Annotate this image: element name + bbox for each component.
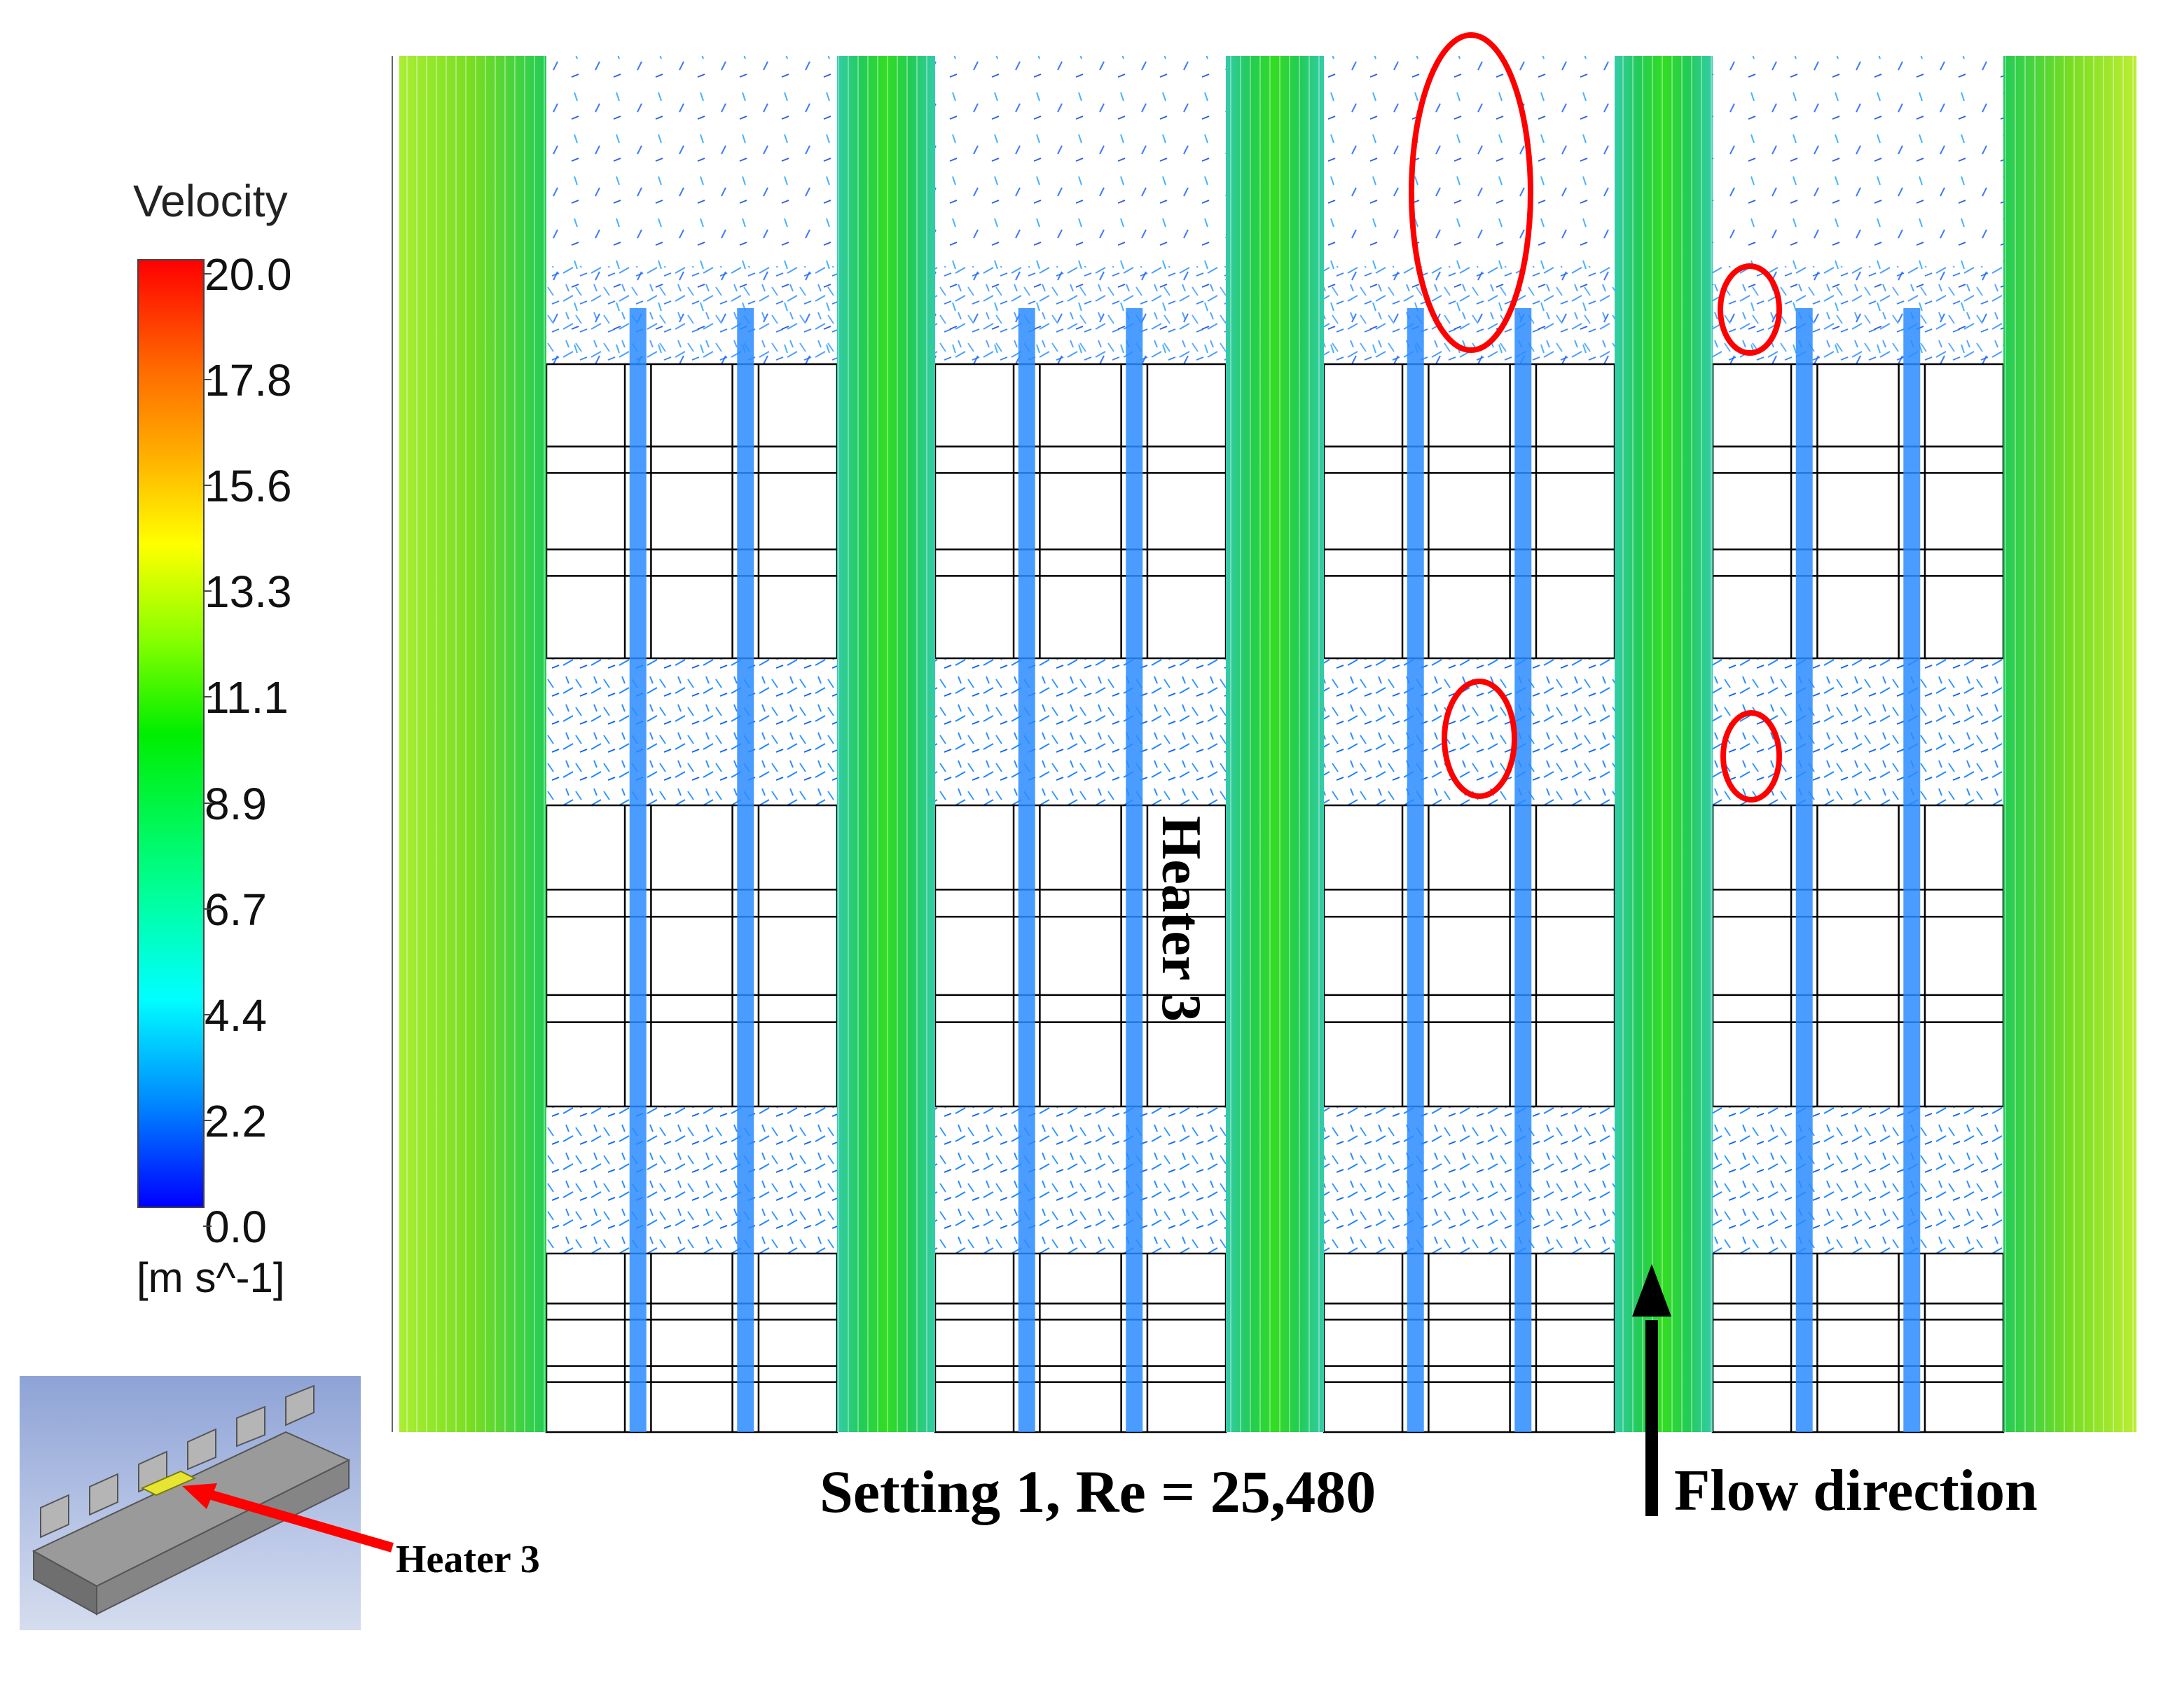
channel-jet <box>737 308 754 1432</box>
legend-tick-mark <box>203 802 212 804</box>
highlight-ellipse-middle <box>1442 679 1517 799</box>
heater-block <box>1711 1252 2005 1433</box>
legend-tick-label: 8.9 <box>205 778 267 829</box>
heater-block <box>545 363 838 660</box>
channel-jet <box>1795 308 1813 1432</box>
heater-block <box>1323 804 1616 1108</box>
heater-block <box>1711 363 2005 660</box>
inset-pointer-arrow-icon <box>182 1483 394 1553</box>
legend-tick-label: 6.7 <box>205 884 267 935</box>
heater-model-icon <box>32 1384 351 1616</box>
legend-tick-mark <box>203 485 212 487</box>
legend-tick-mark <box>203 696 212 698</box>
flow-arrow-icon <box>1632 1264 1671 1317</box>
legend-tick-label: 20.0 <box>205 249 292 300</box>
legend-tick-label: 2.2 <box>205 1095 267 1146</box>
channel-jet <box>1903 308 1921 1432</box>
heater-model-inset <box>20 1376 361 1630</box>
heater-block <box>545 1252 838 1433</box>
highlight-ellipse-upper-right <box>1718 263 1782 356</box>
legend-tick-label: 0.0 <box>205 1202 267 1252</box>
channel-jet <box>1018 308 1035 1432</box>
figure-caption: Setting 1, Re = 25,480 <box>820 1458 1376 1525</box>
heater-block <box>934 363 1227 660</box>
legend-tick-mark <box>203 1119 212 1121</box>
legend-tick-label: 11.1 <box>205 672 289 723</box>
legend-tick-label: 15.6 <box>205 461 292 512</box>
channel-jet <box>1126 308 1143 1432</box>
legend-tick-label: 4.4 <box>205 990 267 1041</box>
legend-tick-mark <box>203 379 212 381</box>
legend-tick-mark <box>203 1013 212 1015</box>
heater-3-label: Heater 3 <box>1150 816 1212 1022</box>
legend-tick-label: 17.8 <box>205 355 292 406</box>
channel-jets <box>629 308 1921 1432</box>
heater-3-block <box>140 1470 197 1497</box>
heater-block <box>934 804 1227 1108</box>
heater-block <box>545 804 838 1108</box>
channel-jet <box>629 308 647 1432</box>
channel-jet <box>1407 308 1424 1432</box>
legend-tick-mark <box>203 908 212 910</box>
inset-heater-label: Heater 3 <box>396 1538 540 1581</box>
legend-unit: [m s^-1] <box>137 1254 285 1301</box>
heater-mesh <box>545 363 2005 1433</box>
heater-block <box>1323 363 1616 660</box>
legend-title: Velocity <box>133 176 288 226</box>
heater-block <box>1711 804 2005 1108</box>
heater-block <box>1323 1252 1616 1433</box>
heater-block <box>934 1252 1227 1433</box>
legend-tick-mark <box>203 273 212 275</box>
color-bar <box>137 259 205 1208</box>
legend-tick-label: 13.3 <box>205 567 292 618</box>
highlight-ellipse-large <box>1409 32 1533 353</box>
flow-direction-label: Flow direction <box>1674 1458 2038 1523</box>
legend-tick-mark <box>203 590 212 592</box>
legend-tick-mark <box>203 1226 212 1227</box>
channel-jet <box>1514 308 1532 1432</box>
highlight-ellipse-right <box>1720 710 1782 803</box>
